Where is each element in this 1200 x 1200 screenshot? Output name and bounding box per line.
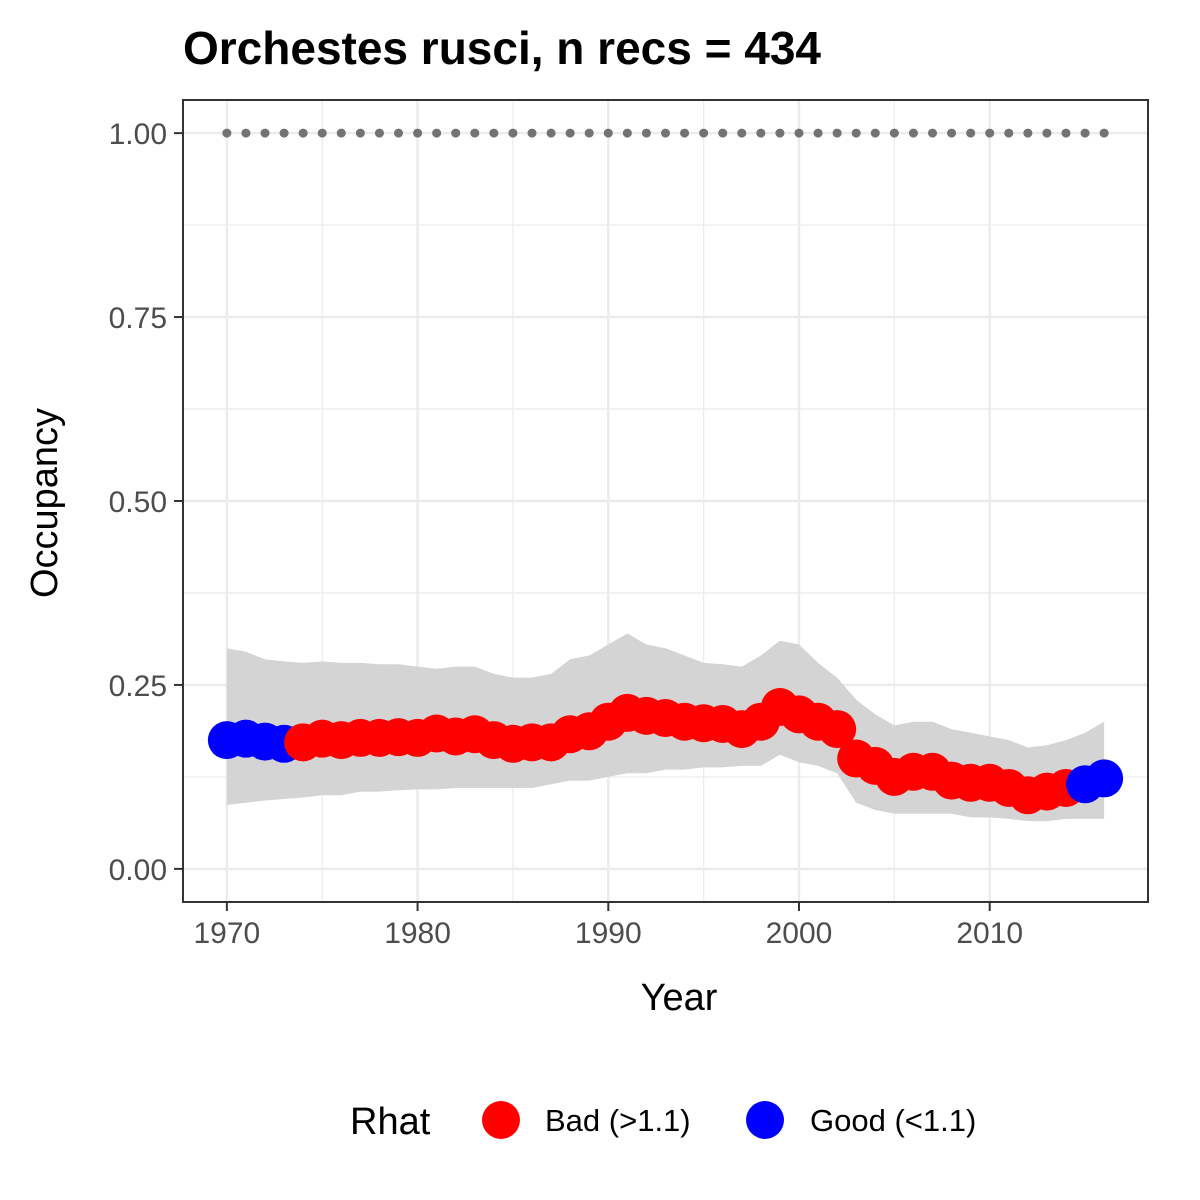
x-tick-label: 1970: [193, 917, 260, 950]
reference-dot: [604, 129, 613, 138]
y-tick-label: 0.00: [109, 854, 167, 887]
reference-dot: [871, 129, 880, 138]
reference-dot: [699, 129, 708, 138]
reference-dot: [299, 129, 308, 138]
reference-dot: [356, 129, 365, 138]
reference-dot: [928, 129, 937, 138]
reference-dot: [585, 129, 594, 138]
legend: Rhat Bad (>1.1) Good (<1.1): [350, 1101, 976, 1143]
legend-good-label: Good (<1.1): [810, 1103, 976, 1138]
reference-dot: [318, 129, 327, 138]
reference-dot: [680, 129, 689, 138]
x-tick-label: 2010: [956, 917, 1023, 950]
reference-dot: [337, 129, 346, 138]
y-axis-title: Occupancy: [24, 408, 66, 598]
x-axis-title: Year: [641, 977, 718, 1019]
reference-dot: [261, 129, 270, 138]
reference-dot: [489, 129, 498, 138]
reference-dot: [814, 129, 823, 138]
reference-dot: [1042, 129, 1051, 138]
x-tick-label: 2000: [766, 917, 833, 950]
reference-dot: [413, 129, 422, 138]
legend-bad-label: Bad (>1.1): [545, 1103, 691, 1138]
reference-dot: [432, 129, 441, 138]
legend-title: Rhat: [350, 1101, 431, 1143]
reference-dot: [852, 129, 861, 138]
legend-good-swatch: [746, 1101, 784, 1139]
reference-dot: [966, 129, 975, 138]
point-good-rhat: [1085, 759, 1123, 797]
reference-dot: [775, 129, 784, 138]
reference-dot: [890, 129, 899, 138]
reference-dot: [222, 129, 231, 138]
reference-dot: [718, 129, 727, 138]
reference-dot: [241, 129, 250, 138]
reference-dot: [1023, 129, 1032, 138]
reference-dot: [737, 129, 746, 138]
reference-dot: [547, 129, 556, 138]
reference-dot: [566, 129, 575, 138]
reference-dot: [661, 129, 670, 138]
reference-dot: [909, 129, 918, 138]
x-tick-label: 1980: [384, 917, 451, 950]
y-tick-label: 0.75: [109, 302, 167, 335]
y-tick-label: 0.25: [109, 670, 167, 703]
reference-dot: [280, 129, 289, 138]
reference-dot: [394, 129, 403, 138]
reference-dot: [375, 129, 384, 138]
reference-dot: [1061, 129, 1070, 138]
reference-dot: [794, 129, 803, 138]
chart-title: Orchestes rusci, n recs = 434: [183, 22, 821, 74]
reference-dot: [1004, 129, 1013, 138]
reference-dot: [756, 129, 765, 138]
reference-dot: [470, 129, 479, 138]
axis-ticks: 1970 1980 1990 2000 2010 0.00 0.25 0.50 0.75 1.00: [109, 118, 1023, 950]
reference-dot: [451, 129, 460, 138]
x-tick-label: 1990: [575, 917, 642, 950]
reference-dot: [528, 129, 537, 138]
reference-dot: [508, 129, 517, 138]
reference-dot: [833, 129, 842, 138]
reference-dot: [1100, 129, 1109, 138]
y-tick-label: 0.50: [109, 486, 167, 519]
reference-dot: [623, 129, 632, 138]
y-tick-label: 1.00: [109, 118, 167, 151]
legend-bad-swatch: [482, 1101, 520, 1139]
reference-dot: [1081, 129, 1090, 138]
reference-dot: [985, 129, 994, 138]
reference-dot: [642, 129, 651, 138]
reference-dot: [947, 129, 956, 138]
